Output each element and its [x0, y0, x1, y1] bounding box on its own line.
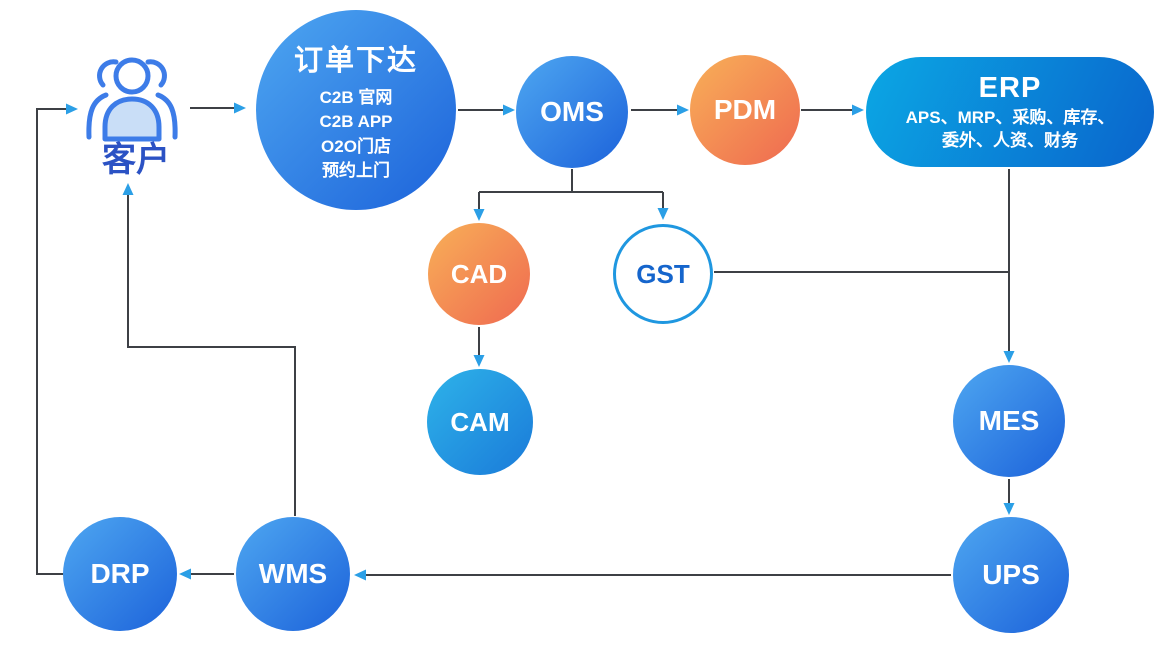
- erp-modules-line1: APS、MRP、采购、库存、: [905, 108, 1115, 128]
- customer-label: 客户: [102, 141, 170, 179]
- order-channel-c2b-web: C2B 官网: [319, 88, 393, 108]
- order-channel-o2o-store: O2O门店: [321, 136, 391, 156]
- erp-title: ERP: [978, 72, 1042, 105]
- node-cad: CAD: [428, 223, 530, 325]
- wms-label: WMS: [258, 558, 328, 589]
- arrowheads: [66, 102, 1015, 581]
- node-wms: WMS: [236, 517, 350, 631]
- customer-group-icon: [82, 50, 182, 145]
- node-oms: OMS: [516, 56, 628, 168]
- connector-lines: [36, 107, 1010, 576]
- node-cam: CAM: [427, 369, 533, 475]
- cad-label: CAD: [450, 258, 508, 289]
- oms-label: OMS: [540, 96, 604, 127]
- cam-label: CAM: [450, 406, 510, 437]
- mes-label: MES: [978, 405, 1040, 436]
- node-ups: UPS: [953, 517, 1069, 633]
- drp-label: DRP: [90, 558, 150, 589]
- node-pdm: PDM: [690, 55, 800, 165]
- pdm-label: PDM: [713, 94, 777, 125]
- gst-label: GST: [636, 258, 690, 289]
- node-order-placement: 订单下达 C2B 官网 C2B APP O2O门店 预约上门: [256, 10, 456, 210]
- erp-modules-line2: 委外、人资、财务: [942, 130, 1078, 150]
- node-gst: GST: [613, 224, 713, 324]
- order-channel-appointment: 预约上门: [322, 160, 390, 180]
- order-channel-c2b-app: C2B APP: [319, 112, 393, 132]
- order-title: 订单下达: [293, 45, 418, 78]
- node-mes: MES: [953, 365, 1065, 477]
- node-erp: ERP APS、MRP、采购、库存、 委外、人资、财务: [866, 57, 1154, 167]
- node-drp: DRP: [63, 517, 177, 631]
- ups-label: UPS: [982, 559, 1040, 590]
